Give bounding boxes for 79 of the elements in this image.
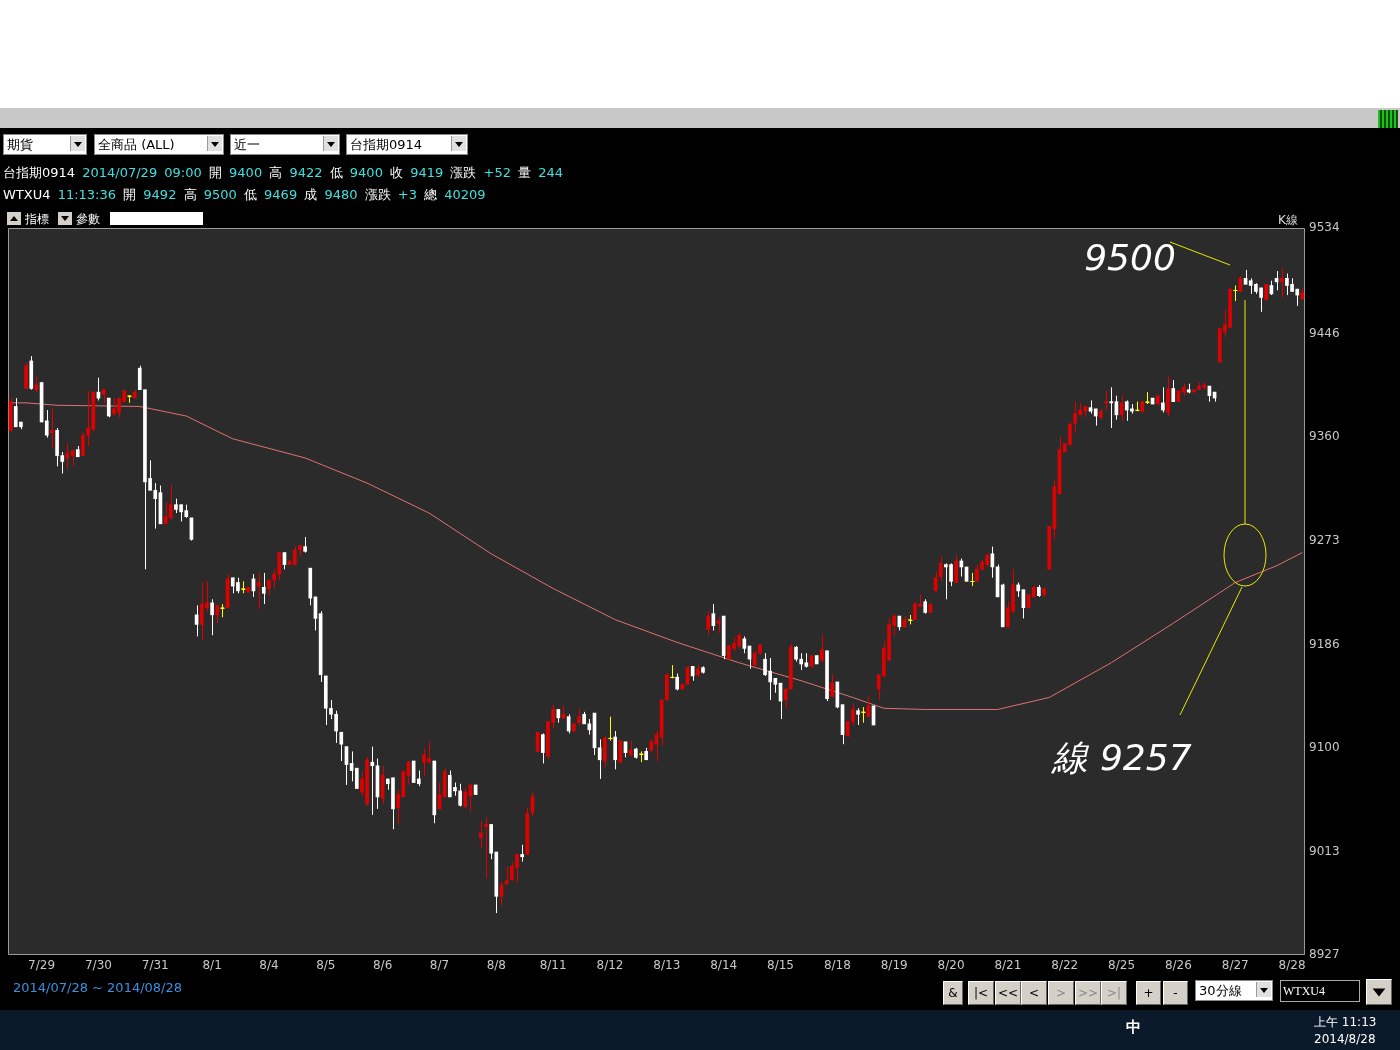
text: 2014/07/28 ~ 2014/08/28 bbox=[13, 980, 183, 995]
text: << bbox=[995, 981, 1021, 1005]
y-tick-label: 9446 bbox=[1309, 325, 1340, 340]
x-tick-label: 8/5 bbox=[316, 958, 336, 973]
y-tick-label: 9534 bbox=[1309, 220, 1340, 235]
x-tick-label: 7/30 bbox=[84, 958, 112, 973]
text: + bbox=[1136, 981, 1161, 1005]
x-tick-label: 8/25 bbox=[1108, 958, 1136, 973]
text: 全商品 (ALL) bbox=[98, 137, 175, 152]
candlestick bbox=[871, 705, 876, 726]
text: >| bbox=[1101, 981, 1127, 1005]
x-tick-label: 8/20 bbox=[937, 958, 965, 973]
candlestick bbox=[39, 382, 44, 423]
y-tick-label: 9186 bbox=[1309, 636, 1340, 651]
y-tick-label: 8927 bbox=[1309, 947, 1340, 962]
candlestick bbox=[571, 723, 576, 732]
text: - bbox=[1163, 981, 1188, 1005]
x-tick-label: 8/18 bbox=[823, 958, 851, 973]
candlestick bbox=[814, 655, 819, 665]
candlestick bbox=[303, 536, 307, 554]
text: 2014/8/28 bbox=[1314, 1032, 1376, 1046]
text: WTXU4 bbox=[1280, 980, 1360, 1002]
text: 參數 bbox=[76, 211, 100, 228]
text: 指標 bbox=[25, 211, 49, 228]
x-tick-label: 8/12 bbox=[596, 958, 624, 973]
text: 近一 bbox=[234, 137, 260, 152]
y-tick-label: 9013 bbox=[1309, 844, 1340, 859]
x-tick-label: 7/31 bbox=[141, 958, 169, 973]
annotation: 線 9257 bbox=[1050, 736, 1193, 780]
candlestick bbox=[1233, 284, 1238, 302]
x-tick-label: 8/8 bbox=[486, 958, 506, 973]
x-tick-label: 7/29 bbox=[28, 958, 56, 973]
candlestick bbox=[354, 767, 359, 790]
x-tick-label: 8/7 bbox=[429, 958, 450, 973]
text: 期貨 bbox=[7, 137, 33, 152]
text: < bbox=[1021, 981, 1047, 1005]
text: & bbox=[943, 981, 963, 1005]
candlestick bbox=[639, 750, 644, 763]
candlestick bbox=[1047, 525, 1052, 570]
candlestick bbox=[701, 665, 705, 675]
candlestick bbox=[241, 580, 246, 594]
x-tick-label: 8/1 bbox=[202, 958, 222, 973]
y-tick-label: 9360 bbox=[1309, 428, 1340, 443]
text: 上午 11:13 bbox=[1314, 1014, 1377, 1031]
x-tick-label: 8/19 bbox=[880, 958, 908, 973]
candlestick bbox=[964, 566, 969, 582]
y-tick-label: 9273 bbox=[1309, 532, 1340, 547]
x-tick-label: 8/28 bbox=[1278, 958, 1306, 973]
candlestick bbox=[1264, 283, 1269, 301]
text: |< bbox=[968, 981, 994, 1005]
candlestick bbox=[535, 731, 540, 752]
text: 30分線 bbox=[1199, 983, 1242, 998]
annotation: 9500 bbox=[1083, 236, 1177, 280]
text: 中 bbox=[1126, 1018, 1141, 1037]
text: 台指期0914 2014/07/29 09:00 開 9400 高 9422 低 9400 收 9419 漲跌 +52 量 244 bbox=[3, 165, 564, 180]
y-tick-label: 9100 bbox=[1309, 739, 1340, 754]
candlestick bbox=[928, 603, 933, 613]
x-tick-label: 8/11 bbox=[539, 958, 567, 973]
candlestick bbox=[1042, 588, 1046, 598]
candlestick bbox=[1145, 391, 1150, 405]
candlestick bbox=[220, 603, 225, 618]
x-tick-label: 8/14 bbox=[710, 958, 738, 973]
text: 台指期0914 bbox=[350, 137, 423, 152]
x-tick-label: 8/27 bbox=[1221, 958, 1249, 973]
candlestick bbox=[1140, 401, 1145, 415]
candlestick bbox=[856, 707, 860, 726]
text: WTXU4 11:13:36 開 9492 高 9500 低 9469 成 9480 漲跌 +3 總 40209 bbox=[3, 187, 486, 202]
x-tick-label: 8/15 bbox=[767, 958, 794, 973]
candlestick bbox=[1150, 397, 1155, 405]
text: > bbox=[1048, 981, 1074, 1005]
x-tick-label: 8/26 bbox=[1164, 958, 1192, 973]
text: K線 bbox=[1278, 212, 1298, 229]
x-tick-label: 8/21 bbox=[994, 958, 1022, 973]
text: >> bbox=[1075, 981, 1101, 1005]
candlestick bbox=[473, 784, 478, 796]
x-tick-label: 8/22 bbox=[1051, 958, 1079, 973]
x-tick-label: 8/4 bbox=[259, 958, 279, 973]
x-tick-label: 8/13 bbox=[653, 958, 681, 973]
x-tick-label: 8/6 bbox=[372, 958, 393, 973]
